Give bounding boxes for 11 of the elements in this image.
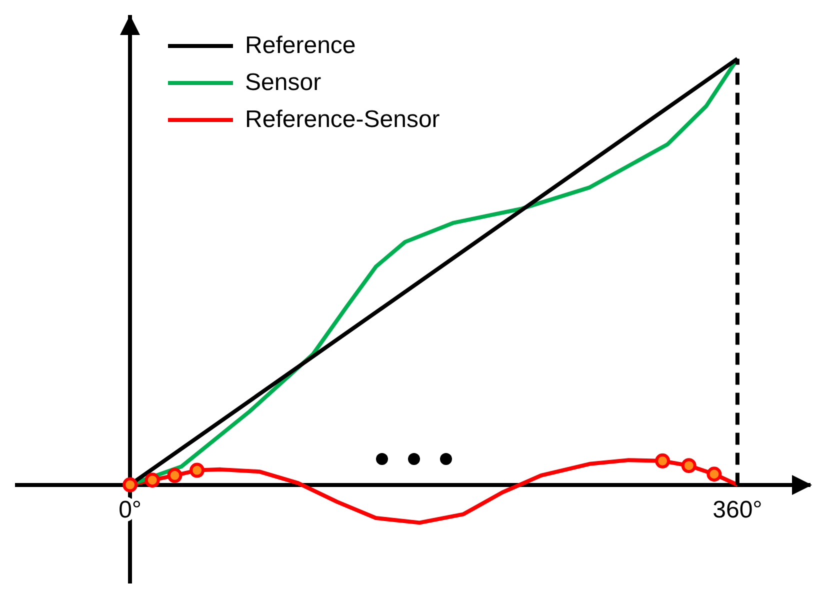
point [655,453,670,468]
x-tick-label: 360° [712,496,762,524]
legend-label: Sensor [245,68,322,98]
point [144,472,160,488]
point [122,477,138,492]
point [167,468,182,483]
point [706,466,722,482]
point [681,458,696,474]
legend-label: Reference-Sensor [245,105,440,135]
legend-label: Reference [245,31,356,61]
point [190,462,205,478]
